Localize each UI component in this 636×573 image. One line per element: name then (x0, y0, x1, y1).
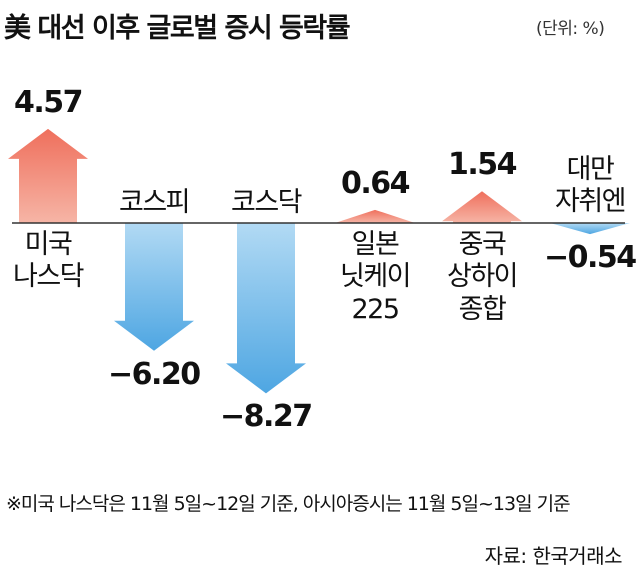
category-label: 미국 나스닥 (13, 229, 85, 293)
bar-arrow-2 (226, 223, 306, 394)
value-label: −6.20 (108, 356, 201, 392)
value-label: 0.64 (341, 165, 411, 201)
unit-label: (단위: %) (536, 19, 605, 39)
value-label: −8.27 (220, 399, 313, 435)
category-label: 중국 상하이 종합 (447, 229, 519, 325)
bar-arrow-5 (550, 223, 630, 235)
category-label: 대만 자취엔 (555, 154, 627, 218)
category-label: 일본 닛케이 225 (340, 229, 412, 325)
value-label: 4.57 (14, 84, 84, 120)
chart-title: 美 대선 이후 글로벌 증시 등락률 (4, 13, 351, 44)
footnote: ※미국 나스닥은 11월 5일~12일 기준, 아시아증시는 11월 5일~13… (6, 493, 571, 515)
bar-arrow-4 (442, 191, 522, 223)
bar-arrow-3 (335, 209, 415, 223)
category-label: 코스닥 (231, 187, 303, 218)
bar-arrow-1 (114, 223, 194, 351)
bar-arrow-0 (8, 128, 88, 223)
value-label: 1.54 (448, 147, 518, 183)
source-label: 자료: 한국거래소 (484, 544, 623, 568)
value-label: −0.54 (544, 240, 636, 276)
category-label: 코스피 (119, 187, 191, 218)
